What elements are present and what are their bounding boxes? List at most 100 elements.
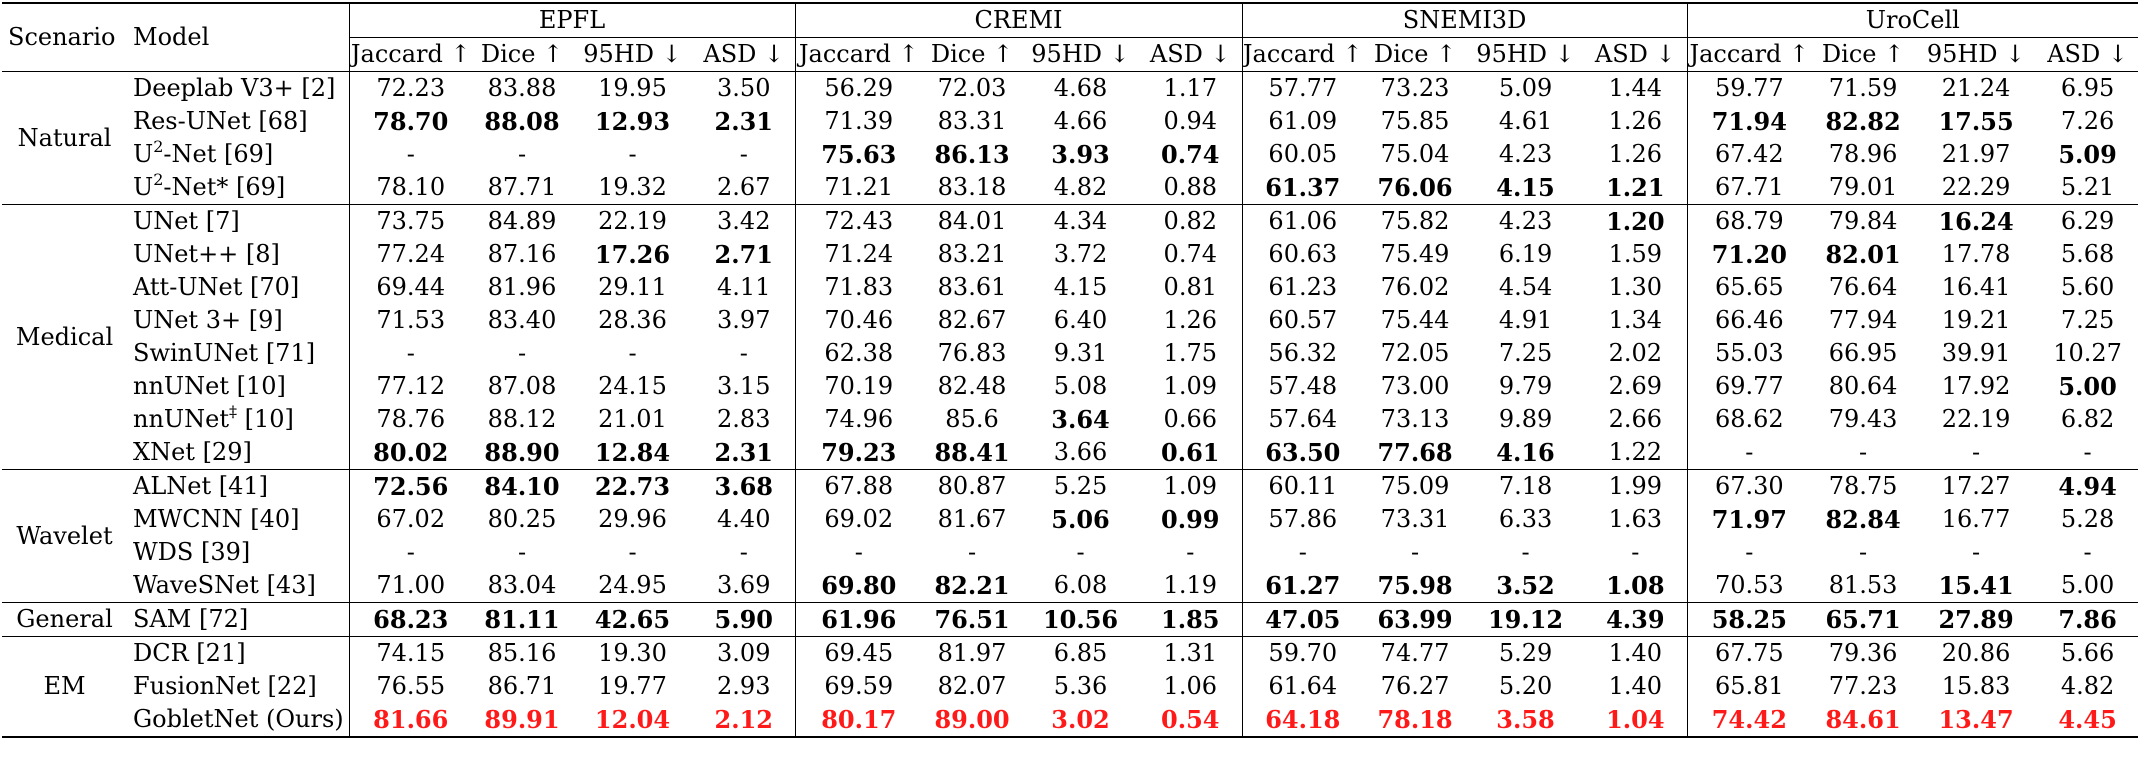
metric-cell: -	[2083, 438, 2092, 466]
model-name: SwinUNet [71]	[133, 339, 316, 367]
metric-cell: 4.11	[717, 273, 771, 301]
metric-cell: 5.00	[2058, 372, 2117, 401]
metric-cell: 82.67	[937, 306, 1007, 334]
metric-cell: 74.96	[794, 403, 923, 436]
metric-cell: 77.68	[1377, 438, 1453, 467]
metric-cell: 65.81	[1686, 670, 1812, 703]
metric-cell: 71.21	[794, 171, 923, 205]
metric-cell: 78.96	[1828, 140, 1898, 168]
metric-cell: 1.22	[1608, 438, 1663, 466]
metric-cell: 1.31	[1163, 639, 1217, 667]
table-row: GobletNet (Ours) 81.66 89.91 12.04 2.12 80.17…	[2, 703, 2138, 737]
metric-cell: 71.00	[348, 569, 472, 603]
metric-cell: 62.38	[794, 337, 923, 370]
metric-cell: 5.68	[2060, 240, 2115, 268]
metric-cell: -	[739, 538, 748, 566]
metric-cell: 57.77	[1241, 71, 1364, 105]
header-metric: ASD ↓	[703, 40, 785, 68]
model-name: UNet 3+ [9]	[133, 306, 283, 334]
table-row: nnUNet [10] 77.12 87.08 24.15 3.15 70.19 82.48…	[2, 370, 2138, 403]
metric-cell: 73.00	[1380, 372, 1450, 400]
metric-cell: 76.55	[348, 670, 472, 703]
metric-cell: 1.26	[1608, 140, 1663, 168]
header-metric: 95HD ↓	[1926, 40, 2026, 68]
metric-cell: 80.02	[348, 436, 472, 470]
table-row: WDS [39] - - - - - - - - - - - - - - - -	[2, 536, 2138, 569]
metric-cell: -	[794, 536, 923, 569]
metric-cell: 22.73	[594, 472, 671, 501]
metric-cell: 39.91	[1941, 339, 2011, 367]
metric-cell: 77.24	[348, 238, 472, 271]
metric-cell: 61.23	[1241, 271, 1364, 304]
metric-cell: 61.27	[1241, 569, 1364, 603]
scenario-group: General SAM [72] 68.23 81.11 42.65 5.90 61.96 7…	[2, 602, 2139, 637]
metric-cell: 5.09	[2058, 140, 2117, 169]
table-row: MWCNN [40] 67.02 80.25 29.96 4.40 69.02 81.67 5…	[2, 503, 2138, 536]
metric-cell: 84.89	[487, 207, 557, 235]
metric-cell: 71.39	[794, 105, 923, 138]
metric-cell: 76.02	[1380, 273, 1450, 301]
metric-cell: 71.83	[794, 271, 923, 304]
metric-cell: 89.00	[934, 705, 1010, 734]
metric-cell: 1.04	[1606, 705, 1665, 734]
table-row: Medical UNet [7] 73.75 84.89 22.19 3.42 72.43 8…	[2, 204, 2138, 351]
metric-cell: 69.59	[794, 670, 923, 703]
metric-cell: 71.94	[1686, 105, 1812, 138]
metric-cell: 75.04	[1380, 140, 1450, 168]
metric-cell: 1.08	[1606, 571, 1665, 600]
metric-cell: 77.94	[1828, 306, 1898, 334]
metric-cell: 76.06	[1377, 173, 1453, 202]
header-metric: ASD ↓	[1594, 40, 1676, 68]
metric-cell: 24.95	[598, 571, 667, 599]
metric-cell: -	[628, 140, 637, 168]
scenario-label: Medical	[15, 322, 114, 351]
metric-cell: 3.97	[717, 306, 771, 334]
header-metric: Dice ↑	[1821, 40, 1905, 68]
metric-cell: 3.68	[714, 472, 773, 501]
metric-cell: 9.31	[1053, 339, 1108, 367]
metric-cell: 4.15	[1053, 273, 1108, 301]
metric-cell: 82.21	[934, 571, 1010, 600]
metric-cell: 22.19	[598, 207, 667, 235]
metric-cell: 82.01	[1825, 240, 1901, 269]
metric-cell: 72.05	[1380, 339, 1450, 367]
metric-cell: 4.91	[1498, 306, 1553, 334]
metric-cell: -	[517, 140, 527, 168]
metric-cell: 2.12	[714, 705, 773, 734]
metric-cell: 4.39	[1606, 605, 1665, 634]
metric-cell: 19.30	[598, 639, 667, 667]
metric-cell: 83.31	[937, 107, 1007, 135]
metric-cell: 81.66	[348, 703, 472, 737]
metric-cell: 73.31	[1380, 505, 1450, 533]
metric-cell: 6.33	[1498, 505, 1553, 533]
metric-cell: 60.57	[1241, 304, 1364, 337]
metric-cell: 12.04	[594, 705, 671, 734]
metric-cell: -	[628, 339, 637, 367]
metric-cell: -	[1186, 538, 1195, 566]
metric-cell: 1.19	[1163, 571, 1217, 599]
table-row: SwinUNet [71] - - - - 62.38 76.83 9.31 1.75 56.32…	[2, 337, 2138, 370]
metric-cell: 82.07	[937, 672, 1007, 700]
metric-cell: 79.01	[1828, 173, 1898, 201]
metric-cell: 5.21	[2060, 173, 2115, 201]
metric-cell: 1.06	[1163, 672, 1217, 700]
metric-cell: 3.93	[1051, 140, 1110, 169]
metric-cell: 16.41	[1941, 273, 2011, 301]
metric-cell: -	[967, 538, 977, 566]
metric-cell: 71.97	[1686, 503, 1812, 536]
metric-cell: 76.83	[937, 339, 1007, 367]
metric-cell: 4.82	[2060, 672, 2115, 700]
metric-cell: 4.94	[2058, 472, 2117, 501]
table-row: Natural Deeplab V3+ [2] 72.23 83.88 19.95 3.5…	[2, 71, 2138, 152]
metric-cell: 81.53	[1828, 571, 1898, 599]
metric-cell: 74.15	[348, 636, 472, 670]
model-name: nnUNet [10]	[133, 372, 286, 400]
metric-cell: -	[1076, 538, 1085, 566]
metric-cell: 1.59	[1608, 240, 1663, 268]
metric-cell: 74.42	[1686, 703, 1812, 737]
metric-cell: 61.09	[1241, 105, 1364, 138]
metric-cell: 22.29	[1941, 173, 2011, 201]
metric-cell: 83.18	[937, 173, 1007, 201]
metric-cell: 4.34	[1053, 207, 1108, 235]
